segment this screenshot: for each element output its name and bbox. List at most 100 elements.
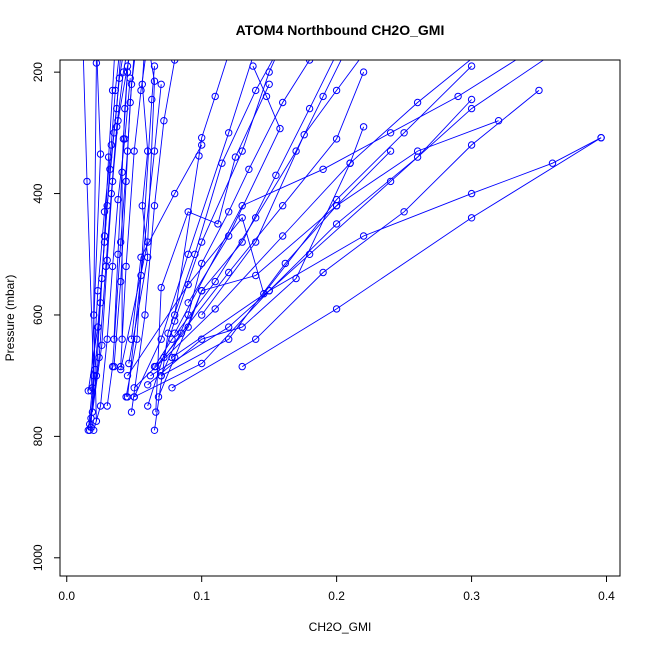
data-point xyxy=(121,104,129,113)
series-line xyxy=(174,60,228,316)
data-point xyxy=(413,98,422,107)
series-16 xyxy=(122,62,159,401)
data-point xyxy=(252,214,260,222)
data-point xyxy=(249,62,257,70)
data-point xyxy=(279,98,287,107)
data-point xyxy=(218,159,226,167)
x-axis: 0.0 0.1 0.2 0.3 0.4 xyxy=(58,576,615,603)
data-point xyxy=(225,208,233,216)
data-point xyxy=(92,60,101,67)
data-point xyxy=(118,335,126,343)
data-point xyxy=(108,262,117,271)
series-7 xyxy=(82,60,98,431)
data-point xyxy=(98,341,106,349)
data-point xyxy=(144,238,152,246)
series-4 xyxy=(84,60,121,395)
data-point xyxy=(150,426,159,434)
data-point xyxy=(191,250,199,259)
data-point xyxy=(454,92,462,101)
data-point xyxy=(597,134,605,142)
series-line xyxy=(160,60,310,376)
data-point xyxy=(198,134,206,142)
series-line xyxy=(174,60,517,334)
series-35 xyxy=(198,60,360,319)
data-point xyxy=(154,393,163,401)
y-axis: 200 400 600 800 1000 xyxy=(31,62,60,571)
data-point xyxy=(150,77,159,85)
series-line xyxy=(154,60,342,367)
x-tick-label: 0.3 xyxy=(463,589,480,603)
data-point xyxy=(252,238,260,246)
data-point xyxy=(96,150,105,158)
data-point xyxy=(113,104,121,113)
series-line xyxy=(171,137,602,358)
series-39 xyxy=(171,60,517,337)
data-point xyxy=(138,80,147,89)
x-axis-label: CH2O_GMI xyxy=(309,620,372,634)
data-point xyxy=(305,104,314,113)
series-28 xyxy=(144,123,368,389)
data-point xyxy=(127,335,136,343)
series-9 xyxy=(87,60,105,395)
data-point xyxy=(184,299,192,307)
data-point xyxy=(319,92,327,101)
x-tick-label: 0.0 xyxy=(58,589,75,603)
data-point xyxy=(144,381,152,389)
series-line xyxy=(133,60,471,389)
data-point xyxy=(238,147,246,155)
data-point xyxy=(548,159,557,167)
data-point xyxy=(252,335,260,343)
data-point xyxy=(117,365,125,374)
data-point xyxy=(130,147,138,155)
series-line xyxy=(133,60,253,398)
series-line xyxy=(125,66,155,397)
data-point xyxy=(103,402,111,410)
data-point xyxy=(195,152,203,160)
data-point xyxy=(238,202,246,210)
data-point xyxy=(211,305,219,313)
series-layer xyxy=(82,60,605,434)
data-point xyxy=(319,165,327,174)
data-point xyxy=(87,423,95,431)
data-point xyxy=(386,147,395,155)
data-point xyxy=(152,362,160,371)
series-line xyxy=(82,60,95,428)
data-point xyxy=(157,372,165,380)
data-point xyxy=(157,80,165,89)
series-line xyxy=(120,60,155,370)
data-point xyxy=(225,323,233,331)
series-line xyxy=(131,60,176,413)
y-tick-label: 200 xyxy=(31,62,45,82)
data-point xyxy=(359,232,368,240)
series-line xyxy=(201,60,360,316)
data-point xyxy=(305,60,314,64)
data-point xyxy=(171,60,179,64)
data-point xyxy=(211,277,219,286)
series-line xyxy=(128,60,149,364)
data-point xyxy=(214,220,222,228)
y-tick-label: 1000 xyxy=(31,544,45,571)
data-point xyxy=(386,177,395,186)
data-point xyxy=(332,135,341,143)
series-line xyxy=(187,65,281,304)
series-line xyxy=(155,150,391,367)
series-line xyxy=(171,90,540,389)
data-point xyxy=(332,305,341,313)
data-point xyxy=(100,232,109,240)
data-point xyxy=(127,408,136,416)
data-point xyxy=(148,95,156,104)
data-point xyxy=(198,359,206,368)
series-line xyxy=(160,120,499,377)
data-point xyxy=(300,131,308,139)
data-point xyxy=(279,202,287,210)
series-25 xyxy=(150,60,342,371)
data-point xyxy=(171,311,179,319)
data-point xyxy=(83,177,91,186)
series-line xyxy=(150,60,545,377)
series-line xyxy=(158,60,335,398)
data-point xyxy=(150,202,159,210)
data-point xyxy=(144,147,152,155)
series-11 xyxy=(110,60,135,371)
series-line xyxy=(93,78,131,431)
